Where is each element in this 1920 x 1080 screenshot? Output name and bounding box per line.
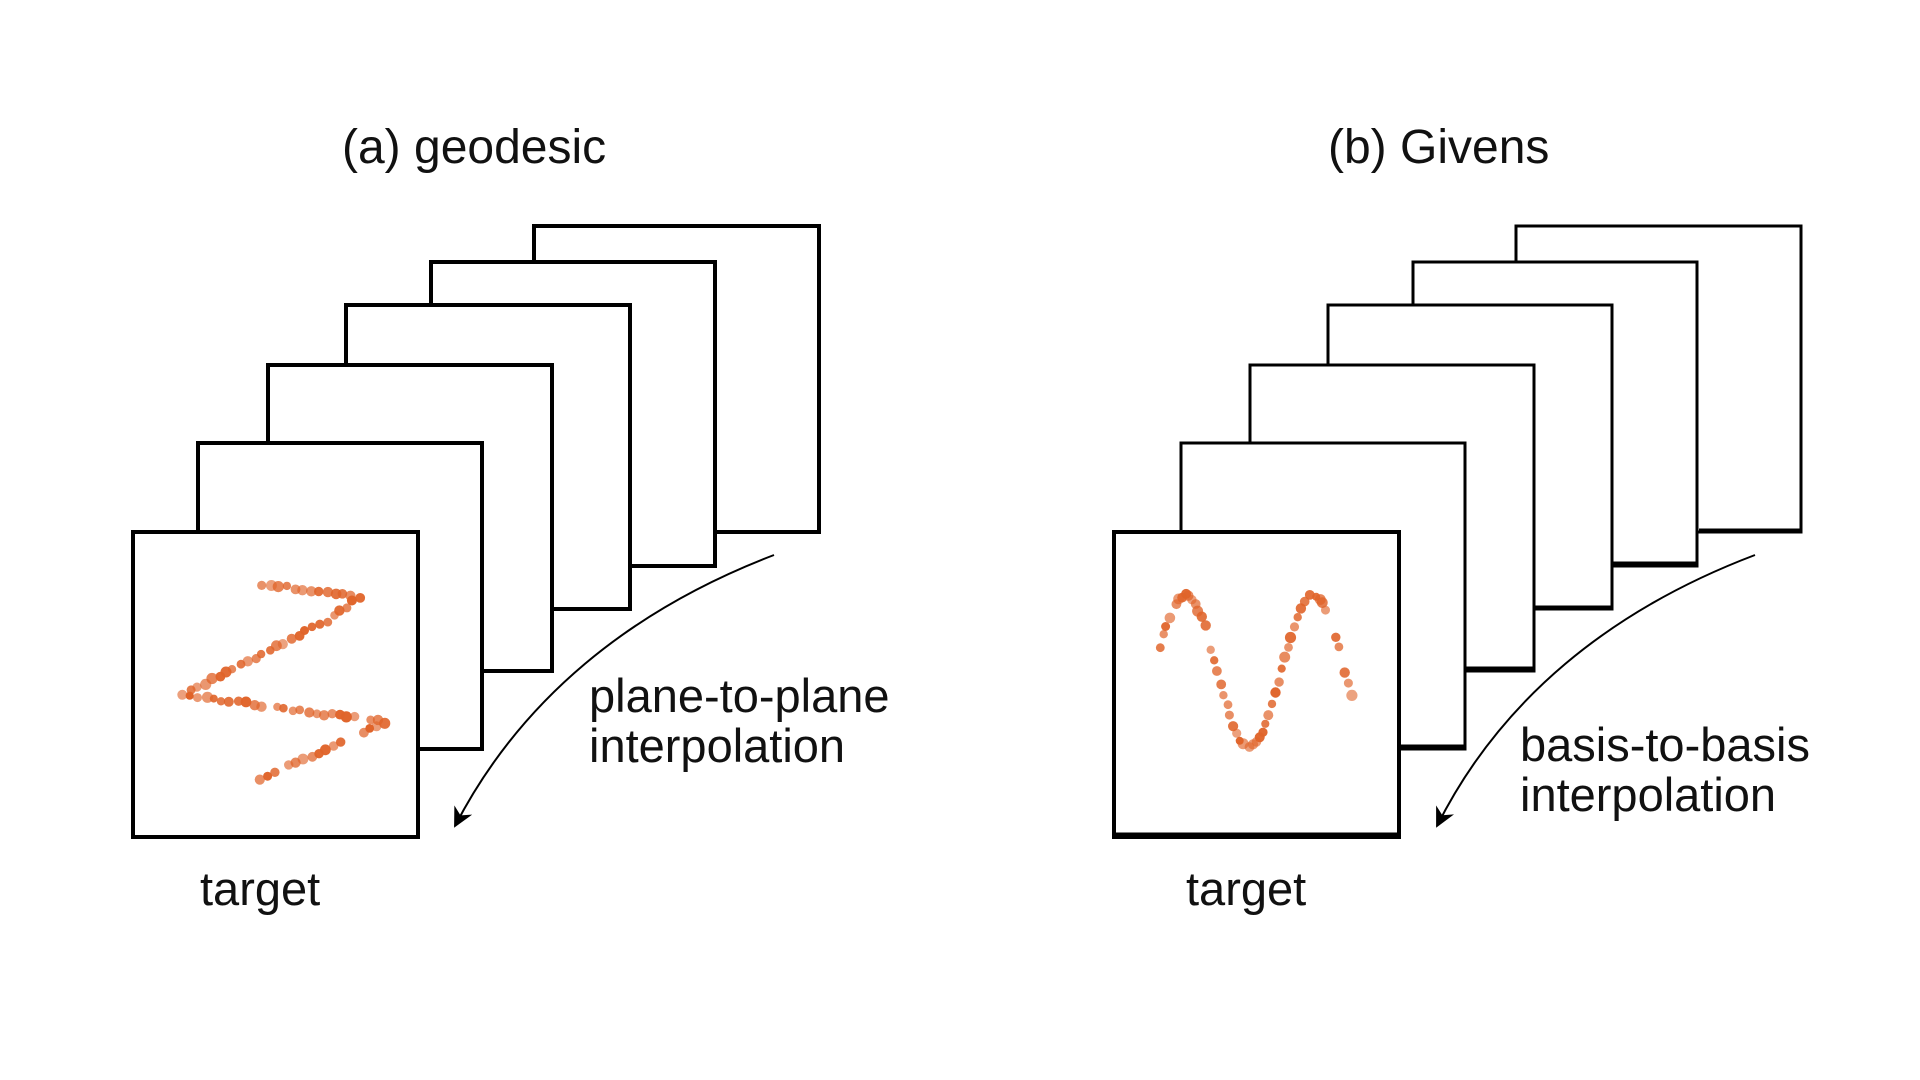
scatter-point (283, 582, 291, 590)
scatter-point (1165, 613, 1176, 624)
scatter-point (1261, 720, 1269, 728)
scatter-point (193, 693, 202, 702)
scatter-point (1201, 620, 1211, 630)
scatter-point (1210, 656, 1218, 664)
scatter-point (1331, 633, 1340, 642)
scatter-point (200, 679, 211, 690)
scatter-point (359, 728, 369, 738)
scatter-point (1156, 643, 1165, 652)
panel-givens: (b) Givens basis-to-basis interpolation … (1114, 121, 1810, 915)
scatter-point (1263, 710, 1273, 720)
scatter-point (1160, 630, 1168, 638)
scatter-point (279, 704, 288, 713)
scatter-point (308, 623, 317, 632)
scatter-point (1335, 643, 1344, 652)
scatter-point (1224, 700, 1233, 709)
scatter-point (1344, 679, 1353, 688)
scatter-point (257, 581, 266, 590)
panel-title-givens: (b) Givens (1328, 121, 1549, 174)
scatter-point (256, 702, 266, 712)
scatter-point (210, 695, 218, 703)
scatter-point (1290, 622, 1299, 631)
target-frame (1114, 532, 1399, 837)
scatter-point (323, 618, 332, 627)
scatter-point (1274, 677, 1283, 686)
annotation-line-1: basis-to-basis (1520, 718, 1810, 771)
scatter-point (1268, 700, 1276, 708)
annotation-line-2: interpolation (1520, 768, 1776, 821)
scatter-point (1270, 687, 1280, 697)
scatter-point (308, 752, 318, 762)
scatter-point (314, 587, 323, 596)
scatter-point (330, 611, 339, 620)
target-frame (133, 532, 418, 837)
scatter-point (297, 585, 307, 595)
target-label: target (200, 862, 320, 915)
panel-geodesic: (a) geodesic plane-to-plane interpolatio… (133, 121, 890, 915)
scatter-point (1225, 711, 1234, 720)
scatter-point (284, 760, 293, 769)
scatter-point (1346, 690, 1357, 701)
scatter-point (319, 710, 329, 720)
scatter-point (266, 646, 275, 655)
annotation-line-1: plane-to-plane (589, 669, 890, 722)
scatter-point (1278, 665, 1286, 673)
scatter-point (224, 697, 234, 707)
annotation-line-2: interpolation (589, 719, 845, 772)
scatter-point (1285, 632, 1296, 643)
scatter-point (1232, 729, 1241, 738)
scatter-point (1161, 622, 1170, 631)
scatter-point (237, 660, 246, 669)
scatter-point (252, 654, 261, 663)
scatter-point (1284, 643, 1293, 652)
scatter-point (1294, 613, 1302, 621)
target-label: target (1186, 862, 1306, 915)
scatter-point (1216, 680, 1226, 690)
scatter-point (1340, 667, 1350, 677)
scatter-point (1207, 646, 1215, 654)
scatter-point (1321, 606, 1330, 615)
scatter-point (1258, 728, 1267, 737)
scatter-point (1219, 691, 1227, 699)
scatter-point (295, 706, 304, 715)
scatter-point (315, 620, 324, 629)
scatter-point (350, 712, 359, 721)
scatter-point (186, 692, 194, 700)
scatter-point (255, 775, 265, 785)
scatter-point (1212, 666, 1222, 676)
scatter-point (1279, 652, 1290, 663)
scatter-point (273, 581, 284, 592)
scatter-point (287, 634, 297, 644)
panel-title-geodesic: (a) geodesic (342, 121, 606, 174)
